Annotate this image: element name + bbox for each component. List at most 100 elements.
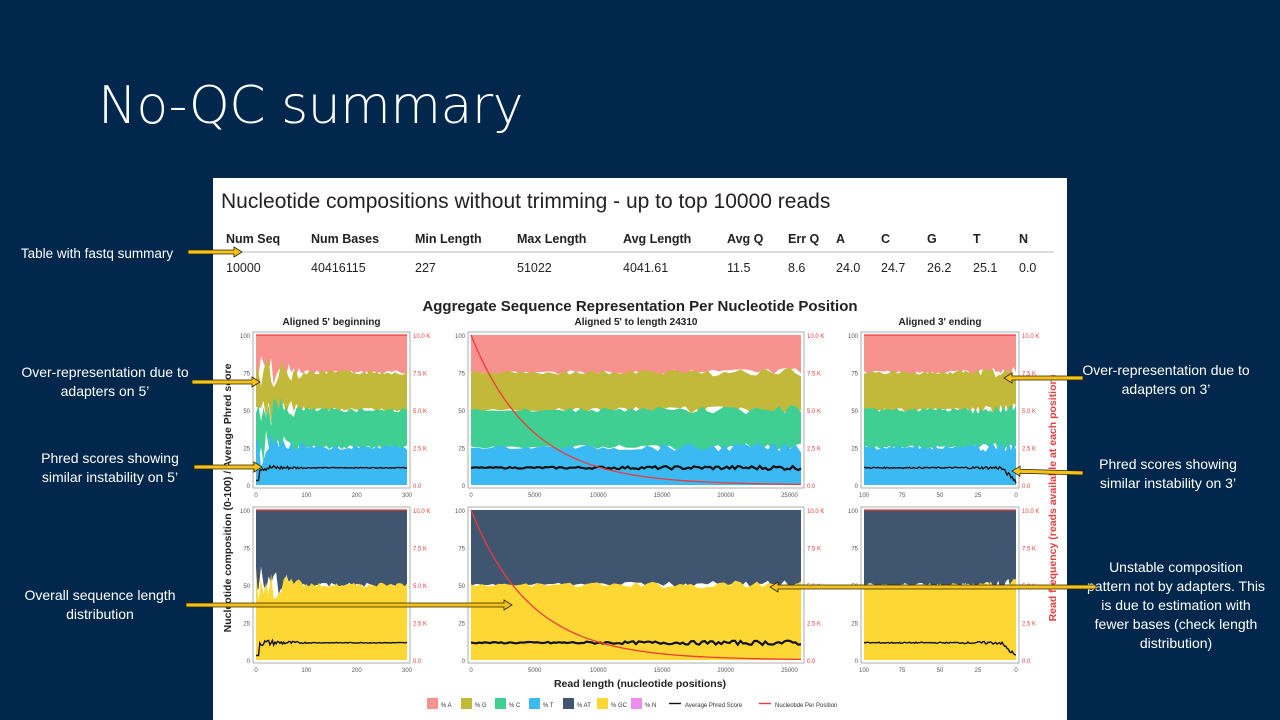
x-tick-label: 50 <box>937 668 944 674</box>
y-tick-label: 50 <box>458 409 465 415</box>
x-tick-label: 0 <box>469 493 473 499</box>
y2-tick-label: 10.0 K <box>413 334 430 340</box>
legend-swatch <box>631 698 642 709</box>
col-c: C <box>876 228 922 253</box>
y2-tick-label: 7.5 K <box>1022 372 1036 378</box>
subplot: 100 75 50 25 0 10.0 K 7.5 K 5.0 K 2.5 K 0.0 0 5000 1… <box>455 506 824 674</box>
y-tick-label: 100 <box>240 334 251 340</box>
band-g <box>471 367 801 415</box>
band-c <box>864 404 1016 454</box>
y-tick-label: 100 <box>848 509 859 515</box>
legend-swatch <box>597 698 608 709</box>
y-tick-label: 25 <box>458 622 465 628</box>
x-tick-label: 20000 <box>717 493 734 499</box>
subplot-title: Aligned 5' beginning <box>283 317 381 328</box>
x-tick-label: 15000 <box>654 668 671 674</box>
report-title: Nucleotide compositions without trimming… <box>221 190 831 213</box>
y-axis-label: Nucleotide composition (0-100) / Average… <box>222 363 234 632</box>
band-gc <box>256 567 407 660</box>
y2-tick-label: 7.5 K <box>807 372 821 378</box>
col-avg-q: Avg Q <box>722 228 783 253</box>
y-tick-label: 75 <box>458 372 465 378</box>
cell-a: 24.0 <box>836 261 861 275</box>
y-tick-label: 0 <box>462 484 466 490</box>
y2-tick-label: 2.5 K <box>1022 447 1036 453</box>
legend-swatch <box>461 698 472 709</box>
legend-label: % GC <box>611 703 628 709</box>
x-tick-label: 20000 <box>717 668 734 674</box>
y2-tick-label: 2.5 K <box>413 447 427 453</box>
y2-tick-label: 10.0 K <box>807 334 824 340</box>
y2-tick-label: 7.5 K <box>807 547 821 553</box>
x-tick-label: 15000 <box>654 493 671 499</box>
y2-tick-label: 2.5 K <box>807 447 821 453</box>
y2-tick-label: 2.5 K <box>413 622 427 628</box>
table-row: 10000 40416115 227 51022 4041.61 11.5 8.… <box>221 252 1054 279</box>
legend-label: Nucleotide Per Position <box>775 703 837 709</box>
legend-swatch <box>495 698 506 709</box>
col-max-length: Max Length <box>512 228 618 253</box>
cell-num-bases: 40416115 <box>311 261 366 275</box>
band-c <box>256 397 407 463</box>
band-gc <box>864 578 1016 660</box>
band-c <box>471 405 801 452</box>
composition-plots: Aligned 5' beginning Aligned 5' to length… <box>222 317 1059 709</box>
y2-tick-label: 5.0 K <box>1022 584 1036 590</box>
annotation-phred-3: Phred scores showing similar instability… <box>1099 456 1237 491</box>
x-tick-label: 0 <box>254 668 258 674</box>
legend-label: % AT <box>577 703 591 709</box>
x-tick-label: 100 <box>301 668 312 674</box>
y-tick-label: 100 <box>848 334 859 340</box>
y-tick-label: 25 <box>851 622 858 628</box>
y-tick-label: 0 <box>855 659 859 665</box>
annotation-unstable-composition: Unstable composition pattern not by adap… <box>1087 559 1265 651</box>
y-tick-label: 75 <box>851 372 858 378</box>
band-g <box>864 367 1016 417</box>
x-tick-label: 200 <box>352 493 363 499</box>
cell-num-seq: 10000 <box>226 261 261 275</box>
table-header-row: Num Seq Num Bases Min Length Max Length … <box>221 228 1054 253</box>
x-tick-label: 10000 <box>590 668 607 674</box>
cell-n: 0.0 <box>1019 261 1037 275</box>
phred-line <box>470 464 802 472</box>
y2-tick-label: 5.0 K <box>807 409 821 415</box>
annotation-length-dist: Overall sequence length distribution <box>24 587 176 622</box>
y-tick-label: 0 <box>855 484 859 490</box>
y-tick-label: 0 <box>247 484 251 490</box>
cell-err-q: 8.6 <box>788 261 806 275</box>
y2-tick-label: 5.0 K <box>413 409 427 415</box>
qc-report-panel: Nucleotide compositions without trimming… <box>213 178 1067 720</box>
y-tick-label: 25 <box>243 447 250 453</box>
cell-avg-q: 11.5 <box>727 261 751 275</box>
x-tick-label: 5000 <box>528 668 542 674</box>
y2-tick-label: 7.5 K <box>413 547 427 553</box>
col-g: G <box>922 228 968 253</box>
y-tick-label: 25 <box>851 447 858 453</box>
y2-tick-label: 5.0 K <box>413 584 427 590</box>
y-tick-label: 75 <box>243 372 250 378</box>
y-tick-label: 50 <box>851 409 858 415</box>
legend-label: % T <box>543 703 554 709</box>
read-frequency-line <box>470 509 802 661</box>
y2-tick-label: 7.5 K <box>1022 547 1036 553</box>
band-t <box>256 432 407 485</box>
y2-tick-label: 0.0 <box>1022 484 1031 490</box>
col-err-q: Err Q <box>783 228 831 253</box>
col-num-seq: Num Seq <box>221 228 306 253</box>
cell-max-length: 51022 <box>517 261 552 275</box>
subplot: 100 75 50 25 0 10.0 K 7.5 K 5.0 K 2.5 K 0.0 0 100 20… <box>240 331 430 499</box>
y2-tick-label: 5.0 K <box>807 584 821 590</box>
band-g <box>256 359 407 424</box>
y-tick-label: 100 <box>240 509 251 515</box>
x-tick-label: 10000 <box>590 493 607 499</box>
legend-label: % C <box>509 703 521 709</box>
band-t <box>471 442 801 485</box>
band-gc <box>471 580 801 660</box>
x-tick-label: 75 <box>899 493 906 499</box>
band-a <box>864 335 1016 378</box>
cell-min-length: 227 <box>415 261 436 275</box>
col-t: T <box>968 228 1014 253</box>
x-tick-label: 25000 <box>781 668 798 674</box>
y-tick-label: 0 <box>247 659 251 665</box>
subplot-title: Aligned 3' ending <box>899 317 982 328</box>
